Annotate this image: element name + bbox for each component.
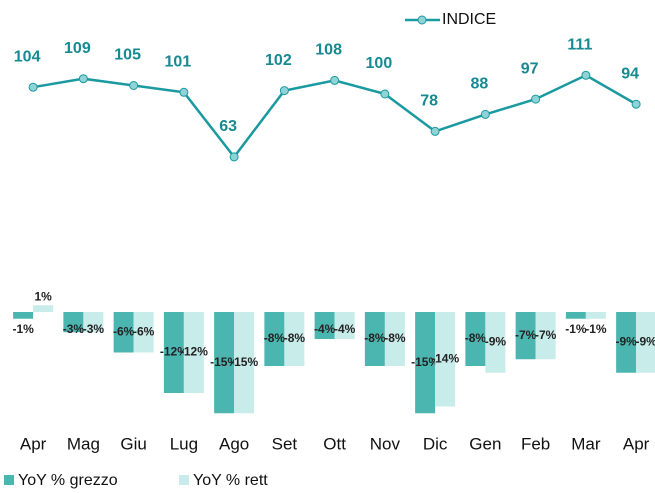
value-label: -6% bbox=[113, 324, 135, 338]
x-tick-label: Mar bbox=[571, 434, 601, 453]
value-label: -8% bbox=[465, 331, 487, 345]
value-label: -9% bbox=[635, 335, 655, 349]
value-label: 102 bbox=[265, 52, 292, 69]
legend-marker bbox=[417, 15, 427, 25]
x-tick-label: Mag bbox=[67, 434, 100, 453]
value-label: -7% bbox=[535, 328, 557, 342]
point bbox=[279, 86, 289, 96]
line bbox=[32, 73, 637, 159]
bar bbox=[264, 312, 285, 366]
x-tick-label: Dic bbox=[423, 434, 448, 453]
value-label: 1% bbox=[34, 289, 52, 303]
value-label: 104 bbox=[14, 48, 41, 65]
bar bbox=[63, 312, 84, 333]
x-tick-label: Feb bbox=[521, 434, 550, 453]
value-label: -8% bbox=[364, 331, 386, 345]
value-label: -7% bbox=[515, 328, 537, 342]
value-label: -6% bbox=[133, 324, 155, 338]
bar bbox=[183, 312, 204, 393]
bar bbox=[133, 312, 154, 353]
bar bbox=[435, 312, 456, 407]
point bbox=[330, 75, 340, 85]
value-label: 105 bbox=[114, 47, 141, 64]
point bbox=[129, 81, 139, 90]
bar bbox=[33, 305, 54, 312]
point bbox=[229, 152, 239, 162]
bar bbox=[636, 312, 655, 373]
point bbox=[380, 89, 390, 99]
value-label: -12% bbox=[180, 345, 208, 359]
value-label: -8% bbox=[264, 331, 286, 345]
x-tick-label: Ott bbox=[323, 434, 346, 453]
value-label: -9% bbox=[615, 335, 637, 349]
point bbox=[179, 87, 189, 97]
point bbox=[480, 109, 490, 119]
point bbox=[531, 94, 541, 104]
bar bbox=[13, 312, 34, 319]
bar bbox=[284, 312, 305, 366]
value-label: 78 bbox=[420, 93, 438, 110]
legend-label: YoY % grezzo bbox=[18, 472, 118, 489]
legend-label: YoY % rett bbox=[193, 472, 268, 489]
point bbox=[631, 99, 641, 109]
bar bbox=[384, 312, 405, 366]
value-label: -4% bbox=[334, 322, 356, 336]
point bbox=[28, 82, 38, 92]
bar bbox=[515, 312, 536, 360]
bar bbox=[616, 312, 637, 373]
value-label: 111 bbox=[567, 37, 592, 54]
value-label: 108 bbox=[315, 42, 342, 59]
value-label: -1% bbox=[12, 322, 34, 336]
value-label: 63 bbox=[219, 118, 237, 135]
point bbox=[581, 70, 591, 80]
value-label: -8% bbox=[284, 331, 306, 345]
x-tick-label: Gen bbox=[469, 434, 501, 453]
bar bbox=[585, 312, 606, 319]
bar bbox=[565, 312, 586, 319]
x-tick-label: Set bbox=[272, 434, 298, 453]
x-tick-label: Lug bbox=[170, 434, 198, 453]
value-label: -9% bbox=[485, 335, 507, 349]
bar bbox=[535, 312, 556, 360]
bar bbox=[113, 312, 134, 353]
x-tick-label: Giu bbox=[120, 434, 146, 453]
value-label: 109 bbox=[64, 40, 91, 57]
bar bbox=[485, 312, 506, 373]
bar bbox=[234, 312, 255, 414]
legend-swatch bbox=[179, 475, 189, 485]
value-label: -15% bbox=[210, 355, 238, 369]
point bbox=[430, 126, 440, 136]
value-label: -12% bbox=[160, 345, 188, 359]
value-label: -15% bbox=[411, 355, 439, 369]
value-label: -3% bbox=[63, 322, 85, 336]
value-label: -1% bbox=[565, 322, 587, 336]
bar bbox=[83, 312, 104, 333]
x-tick-label: Nov bbox=[370, 434, 401, 453]
value-label: -4% bbox=[314, 322, 336, 336]
value-label: 97 bbox=[521, 60, 539, 77]
legend-label: INDICE bbox=[442, 11, 496, 28]
bar bbox=[214, 312, 235, 414]
bar bbox=[314, 312, 335, 339]
bar bbox=[415, 312, 436, 414]
value-label: -14% bbox=[431, 351, 459, 365]
value-label: 100 bbox=[366, 55, 393, 72]
value-label: 88 bbox=[470, 76, 488, 93]
value-label: -15% bbox=[230, 355, 258, 369]
bar bbox=[163, 312, 184, 393]
bar bbox=[465, 312, 486, 366]
value-label: 101 bbox=[165, 54, 192, 71]
value-label: -1% bbox=[585, 322, 607, 336]
point bbox=[78, 74, 88, 84]
x-tick-label: Ago bbox=[219, 434, 249, 453]
value-label: 94 bbox=[621, 65, 639, 82]
x-tick-label: Apr bbox=[20, 434, 47, 453]
value-label: -3% bbox=[83, 322, 105, 336]
bar bbox=[364, 312, 385, 366]
bar bbox=[334, 312, 355, 339]
x-tick-label: Apr bbox=[623, 434, 650, 453]
legend-swatch bbox=[4, 475, 14, 485]
value-label: -8% bbox=[384, 331, 406, 345]
